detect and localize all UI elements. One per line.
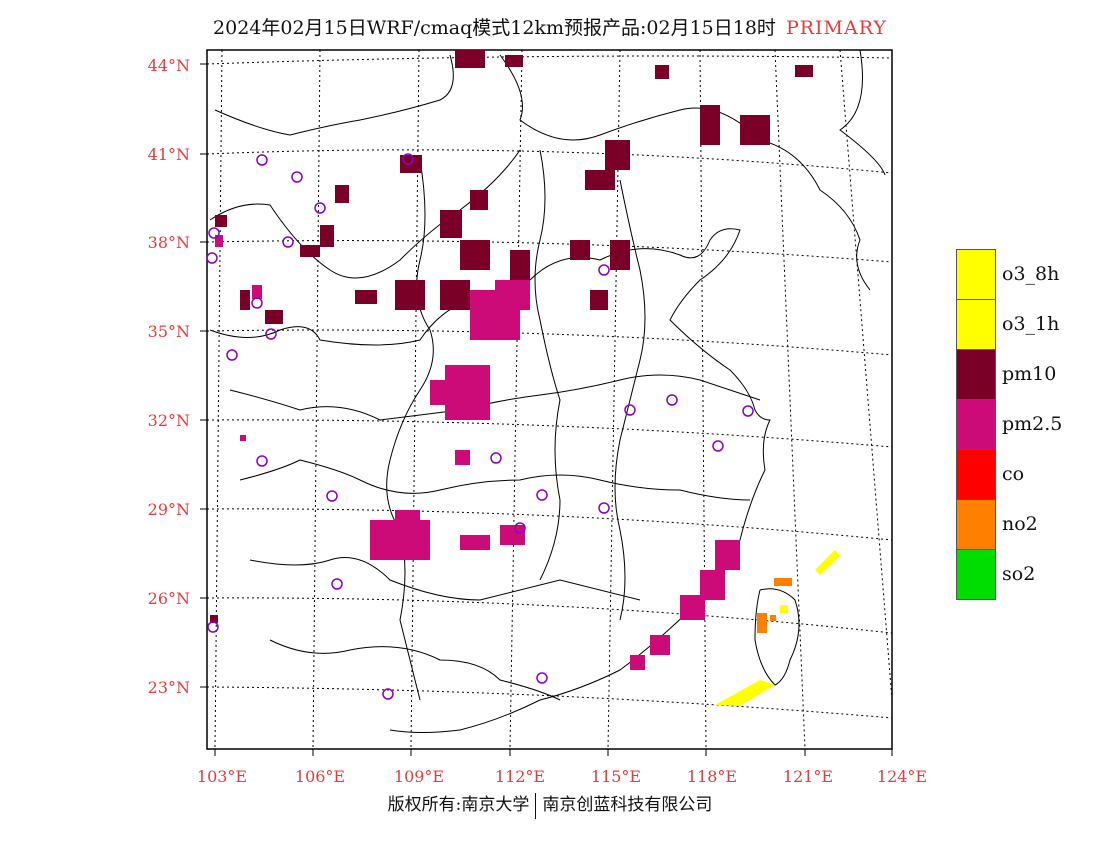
longitude-labels: 103°E 106°E 109°E 112°E 115°E 118°E 121°…	[197, 767, 927, 786]
station-markers	[206, 153, 754, 700]
graticule	[206, 49, 893, 750]
copyright-footer: 版权所有:南京大学 南京创蓝科技有限公司	[0, 790, 1100, 819]
footer-company: 南京创蓝科技有限公司	[542, 795, 713, 815]
legend-item-so2: so2	[956, 549, 1086, 600]
legend-item-no2: no2	[956, 499, 1086, 550]
legend-swatch	[956, 299, 996, 350]
legend-label: o3_1h	[1002, 313, 1060, 335]
boundaries	[209, 49, 886, 733]
lat-label: 44°N	[148, 56, 190, 75]
legend-label: pm10	[1002, 363, 1057, 385]
legend-label: o3_8h	[1002, 263, 1060, 285]
pollution-cells	[210, 50, 840, 706]
legend-swatch	[956, 549, 996, 600]
lon-label: 124°E	[877, 767, 927, 786]
legend-label: pm2.5	[1002, 413, 1063, 435]
footer-copyright: 版权所有:南京大学	[387, 795, 530, 815]
lat-label: 26°N	[148, 589, 190, 608]
lat-label: 23°N	[148, 678, 190, 697]
lon-label: 103°E	[197, 767, 247, 786]
legend-item-pm25: pm2.5	[956, 399, 1086, 450]
legend-item-co: co	[956, 449, 1086, 500]
legend-label: no2	[1002, 513, 1038, 535]
primary-tag: PRIMARY	[785, 17, 887, 39]
lat-label: 38°N	[148, 233, 190, 252]
legend-item-o3-1h: o3_1h	[956, 299, 1086, 350]
lon-label: 112°E	[495, 767, 545, 786]
legend-swatch	[956, 249, 996, 300]
latitude-ticks	[200, 63, 207, 688]
lon-label: 109°E	[394, 767, 444, 786]
map-title: 2024年02月15日WRF/cmaq模式12km预报产品:02月15日18时 P…	[0, 13, 1100, 40]
lat-label: 41°N	[148, 145, 190, 164]
map-frame	[206, 49, 893, 750]
lat-label: 32°N	[148, 411, 190, 430]
lon-label: 121°E	[783, 767, 833, 786]
lon-label: 115°E	[591, 767, 641, 786]
lon-label: 106°E	[295, 767, 345, 786]
title-text: 2024年02月15日WRF/cmaq模式12km预报产品:02月15日18时	[213, 17, 776, 39]
latitude-labels: 44°N 41°N 38°N 35°N 32°N 29°N 26°N 23°N	[148, 56, 190, 697]
lon-label: 118°E	[687, 767, 737, 786]
legend-swatch	[956, 399, 996, 450]
legend-swatch	[956, 349, 996, 400]
pollutant-legend: o3_8h o3_1h pm10 pm2.5 co no2 so2	[956, 249, 1086, 600]
lat-label: 29°N	[148, 500, 190, 519]
legend-label: co	[1002, 463, 1025, 485]
footer-divider	[535, 792, 537, 819]
legend-swatch	[956, 449, 996, 500]
legend-item-o3-8h: o3_8h	[956, 249, 1086, 300]
longitude-ticks	[214, 749, 893, 756]
legend-label: so2	[1002, 563, 1036, 585]
legend-swatch	[956, 499, 996, 550]
lat-label: 35°N	[148, 322, 190, 341]
legend-item-pm10: pm10	[956, 349, 1086, 400]
